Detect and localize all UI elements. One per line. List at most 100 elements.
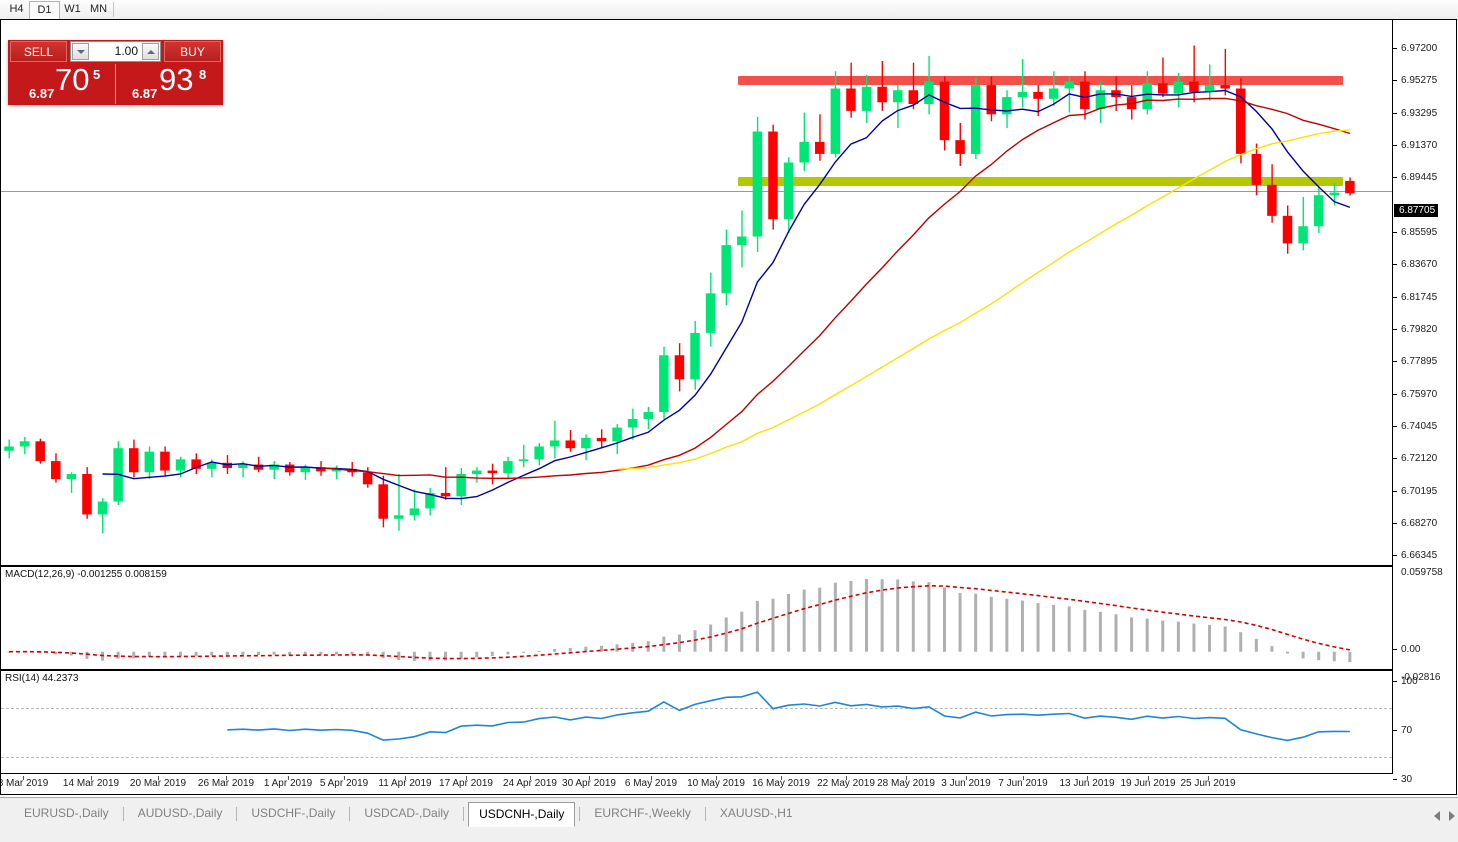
time-axis-label: 7 Jun 2019 — [998, 778, 1048, 789]
rsi-pane[interactable]: RSI(14) 44.2373 — [1, 671, 1392, 773]
price-scale-tick — [1393, 491, 1397, 492]
macd-series — [7, 579, 1352, 662]
price-scale-label: 6.93295 — [1401, 108, 1438, 119]
sell-price-prefix: 6.87 — [29, 86, 55, 101]
symbol-tab-usdcad[interactable]: USDCAD-,Daily — [364, 806, 450, 820]
time-axis-tick — [158, 776, 159, 780]
price-series — [4, 45, 1355, 534]
sell-price-display[interactable]: 6.87 70 5 — [9, 64, 116, 104]
time-axis-label: 26 Mar 2019 — [197, 778, 255, 789]
time-axis-label: 11 Apr 2019 — [378, 778, 432, 789]
time-axis-label: 16 May 2019 — [752, 778, 810, 789]
volume-input[interactable]: 1.00 — [70, 41, 161, 62]
time-axis-label: 17 Apr 2019 — [439, 778, 493, 789]
time-axis-tick — [1208, 776, 1209, 780]
sell-price-big: 70 — [55, 64, 90, 97]
tab-divider — [349, 807, 351, 821]
time-axis-label: 3 Jun 2019 — [941, 778, 991, 789]
price-scale-label: 6.75970 — [1401, 389, 1438, 400]
volume-decrement-button[interactable] — [72, 43, 89, 60]
price-scale-label: 6.97200 — [1401, 43, 1438, 54]
arrow-left-icon[interactable] — [1434, 811, 1440, 821]
tab-divider — [463, 807, 465, 821]
period-button-w1[interactable]: W1 — [64, 3, 81, 15]
arrow-right-icon[interactable] — [1449, 811, 1455, 821]
price-scale-tick — [1393, 426, 1397, 427]
chart-window[interactable]: USDCNH-,Daily 6.88427 6.88632 6.87580 6.… — [0, 19, 1457, 795]
symbol-tab-xauusd[interactable]: XAUUSD-,H1 — [719, 806, 793, 820]
price-pane[interactable] — [1, 20, 1392, 565]
time-axis-label: 13 Jun 2019 — [1059, 778, 1115, 789]
toolbar-divider — [113, 2, 114, 17]
time-axis-tick — [91, 776, 92, 780]
time-axis-label: 22 May 2019 — [817, 778, 875, 789]
buy-price-prefix: 6.87 — [132, 86, 158, 101]
time-axis-label: 20 Mar 2019 — [129, 778, 187, 789]
time-axis-tick — [651, 776, 652, 780]
rsi-level-70-line — [1, 708, 1392, 709]
price-scale-label: 6.77895 — [1401, 356, 1438, 367]
macd-pane[interactable]: MACD(12,26,9) -0.001255 0.008159 — [1, 567, 1392, 669]
sell-price-sup: 5 — [93, 67, 101, 82]
buy-price-big: 93 — [159, 64, 194, 97]
current-price-line — [1, 191, 1392, 192]
period-button-mn[interactable]: MN — [89, 3, 108, 15]
rsi-scale-label: 30 — [1401, 774, 1413, 785]
tab-divider — [122, 807, 124, 821]
time-axis-label: 10 May 2019 — [687, 778, 745, 789]
resistance-line[interactable] — [738, 76, 1343, 85]
time-axis-label: 25 Jun 2019 — [1180, 778, 1236, 789]
current-price-label: 6.87705 — [1394, 204, 1439, 217]
symbol-tab-audusd[interactable]: AUDUSD-,Daily — [137, 806, 223, 820]
time-axis-tick — [846, 776, 847, 780]
price-scale-tick — [1393, 145, 1397, 146]
time-axis-label: 28 May 2019 — [877, 778, 935, 789]
price-scale-tick — [1393, 80, 1397, 81]
time-axis-tick — [906, 776, 907, 780]
period-button-d1[interactable]: D1 — [29, 1, 60, 20]
rsi-series — [227, 691, 1350, 742]
price-scale-label: 6.83670 — [1401, 259, 1438, 270]
symbol-tab-eurusd[interactable]: EURUSD-,Daily — [24, 806, 109, 820]
price-scale-label: 6.74045 — [1401, 421, 1438, 432]
symbol-tab-usdcnh[interactable]: USDCNH-,Daily — [468, 802, 576, 827]
buy-price-sup: 8 — [199, 67, 207, 82]
price-scale-tick — [1393, 329, 1397, 330]
symbol-tab-bar[interactable]: EURUSD-,Daily AUDUSD-,Daily USDCHF-,Daily U… — [0, 797, 1458, 842]
price-scale-label: 6.68270 — [1401, 518, 1438, 529]
price-scale-tick — [1393, 297, 1397, 298]
price-scale-label: 6.79820 — [1401, 324, 1438, 335]
time-axis-tick — [226, 776, 227, 780]
price-scale-tick — [1393, 394, 1397, 395]
symbol-tab-usdchf[interactable]: USDCHF-,Daily — [251, 806, 336, 820]
chevron-down-icon — [77, 50, 85, 54]
tab-divider — [236, 807, 238, 821]
price-scale-tick — [1393, 113, 1397, 114]
rsi-scale-label: 100 — [1401, 676, 1418, 687]
time-axis-tick — [466, 776, 467, 780]
volume-increment-button[interactable] — [142, 43, 159, 60]
period-button-h4[interactable]: H4 — [9, 3, 24, 15]
price-scale-label: 6.91370 — [1401, 140, 1438, 151]
period-toolbar: H4 D1 W1 MN — [0, 0, 1458, 20]
price-scale-label: 6.89445 — [1401, 172, 1438, 183]
support-line[interactable] — [738, 177, 1343, 186]
price-scale-tick — [1393, 361, 1397, 362]
volume-value: 1.00 — [114, 44, 138, 58]
sell-button[interactable]: SELL — [10, 41, 67, 62]
one-click-trading-panel[interactable]: SELL 1.00 BUY 6.87 70 5 6.87 93 8 — [8, 40, 223, 105]
time-axis-tick — [1087, 776, 1088, 780]
tab-divider — [579, 807, 581, 821]
buy-button[interactable]: BUY — [164, 41, 221, 62]
chevron-up-icon — [147, 50, 155, 54]
macd-scale-tick — [1393, 649, 1397, 650]
time-axis-tick — [23, 776, 24, 780]
rsi-label: RSI(14) 44.2373 — [5, 673, 79, 684]
symbol-tab-eurchf[interactable]: EURCHF-,Weekly — [594, 806, 691, 820]
time-axis-tick — [530, 776, 531, 780]
buy-price-display[interactable]: 6.87 93 8 — [117, 64, 223, 104]
time-axis-label: 24 Apr 2019 — [503, 778, 557, 789]
price-scale-tick — [1393, 264, 1397, 265]
time-axis-tick — [405, 776, 406, 780]
price-scale[interactable]: 6.97200 6.95275 6.93295 6.91370 6.89445 6.855… — [1392, 20, 1456, 785]
